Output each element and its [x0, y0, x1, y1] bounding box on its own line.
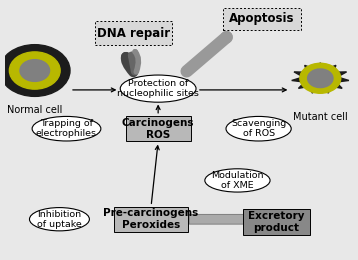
Circle shape: [9, 52, 60, 89]
Ellipse shape: [29, 207, 90, 231]
Text: Inhibition
of uptake: Inhibition of uptake: [37, 210, 82, 229]
Text: Scavenging
of ROS: Scavenging of ROS: [231, 119, 286, 138]
FancyBboxPatch shape: [114, 207, 188, 231]
Ellipse shape: [120, 75, 196, 102]
Text: DNA repair: DNA repair: [97, 27, 170, 40]
Text: Apoptosis: Apoptosis: [229, 12, 295, 25]
Circle shape: [0, 45, 70, 96]
Polygon shape: [292, 63, 349, 93]
FancyArrow shape: [189, 212, 252, 226]
FancyArrowPatch shape: [132, 55, 135, 72]
FancyBboxPatch shape: [223, 8, 301, 30]
FancyArrowPatch shape: [187, 37, 227, 71]
Text: Protection of
nucleophilic sites: Protection of nucleophilic sites: [117, 79, 199, 98]
Text: Mutant cell: Mutant cell: [293, 112, 348, 122]
Ellipse shape: [205, 169, 270, 192]
FancyBboxPatch shape: [95, 21, 172, 45]
FancyArrowPatch shape: [135, 52, 139, 72]
Text: Trapping of
electrophiles: Trapping of electrophiles: [36, 119, 97, 138]
Circle shape: [300, 63, 341, 93]
Text: Modulation
of XME: Modulation of XME: [211, 171, 264, 190]
Circle shape: [20, 60, 49, 81]
Text: Normal cell: Normal cell: [7, 106, 62, 115]
Circle shape: [308, 69, 333, 88]
FancyBboxPatch shape: [243, 209, 310, 235]
FancyArrowPatch shape: [126, 57, 133, 72]
Ellipse shape: [32, 116, 101, 141]
Text: Excretory
product: Excretory product: [248, 211, 304, 233]
Ellipse shape: [226, 116, 291, 141]
FancyBboxPatch shape: [126, 116, 191, 141]
Text: Carcinogens
ROS: Carcinogens ROS: [122, 118, 194, 140]
Text: Pre-carcinogens
Peroxides: Pre-carcinogens Peroxides: [103, 209, 199, 230]
